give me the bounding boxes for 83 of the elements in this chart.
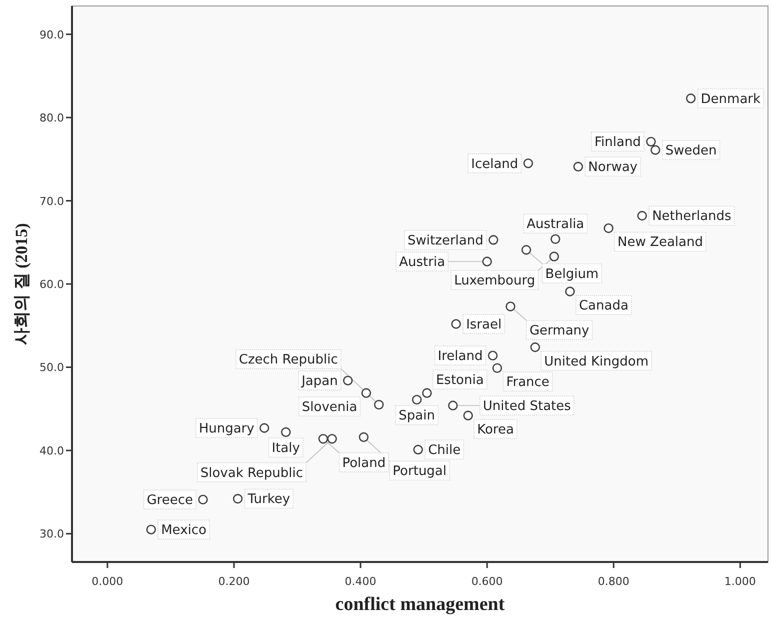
annotation: Czech Republic	[238, 352, 338, 368]
point	[463, 410, 473, 420]
point	[448, 400, 458, 410]
annotation: Switzerland	[408, 233, 484, 248]
annotation: Estonia	[436, 373, 484, 388]
annotation: Finland	[594, 135, 641, 150]
y-tick-label: 80.0	[40, 112, 64, 125]
point	[492, 363, 502, 373]
x-tick-label: 0.600	[471, 575, 503, 588]
annotation: Hungary	[198, 421, 255, 436]
point	[488, 235, 498, 245]
point	[549, 252, 559, 262]
annotation: Luxembourg	[454, 274, 536, 289]
point	[413, 444, 423, 454]
annotation: Korea	[477, 422, 514, 438]
point	[327, 434, 337, 444]
point	[565, 286, 575, 296]
annotation: Austria	[399, 255, 446, 270]
y-axis-title: 사회의 질 (2015)	[12, 223, 31, 345]
annotation: Iceland	[471, 156, 518, 172]
annotation: Spain	[398, 408, 435, 424]
y-tick-label: 70.0	[40, 194, 64, 208]
y-tick-label: 60.0	[40, 278, 64, 291]
point	[646, 136, 656, 147]
annotation: Ireland	[438, 349, 483, 364]
annotation: Slovenia	[302, 400, 358, 416]
annotation: Poland	[342, 456, 386, 471]
annotation: Israel	[466, 317, 502, 332]
point	[358, 432, 369, 442]
annotation: Mexico	[161, 523, 207, 538]
annotation: Portugal	[392, 464, 447, 480]
annotation: United Kingdom	[544, 354, 648, 370]
point	[482, 256, 492, 266]
point	[422, 388, 432, 398]
point	[374, 400, 384, 410]
point	[686, 94, 696, 104]
annotation: Slovak Republic	[200, 466, 304, 481]
annotation: United States	[482, 399, 572, 414]
y-tick-label: 50.0	[40, 361, 64, 374]
annotation: New Zealand	[618, 235, 703, 250]
point	[650, 145, 660, 155]
point	[318, 434, 328, 444]
annotation: France	[506, 375, 550, 390]
point	[523, 158, 534, 168]
point	[361, 388, 372, 398]
annotation: Belgium	[545, 266, 599, 282]
annotation: Norway	[588, 160, 638, 176]
annotation: Italy	[272, 441, 300, 456]
annotation: Germany	[529, 323, 590, 338]
point	[604, 223, 614, 234]
annotation: Chile	[428, 443, 461, 458]
point	[146, 524, 156, 534]
point	[343, 376, 353, 386]
point	[506, 302, 516, 312]
x-tick-label: 0.400	[344, 575, 376, 588]
point	[451, 319, 461, 329]
point	[281, 427, 291, 438]
annotation: Japan	[300, 374, 338, 390]
y-tick-label: 40.0	[40, 444, 64, 458]
x-tick-label: 1.000	[724, 575, 756, 588]
x-tick-label: 0.200	[218, 575, 250, 588]
x-axis-title: conflict management	[335, 594, 506, 615]
point	[198, 494, 208, 504]
annotation: Turkey	[246, 492, 290, 508]
annotation: Netherlands	[652, 209, 732, 224]
point	[232, 494, 243, 504]
x-tick-label: 0.800	[598, 575, 630, 588]
point	[521, 245, 532, 255]
point	[260, 423, 270, 433]
point	[488, 350, 498, 360]
point	[530, 342, 540, 352]
x-tick-label: 0.000	[92, 575, 124, 588]
annotation: Canada	[578, 298, 628, 314]
annotation: Denmark	[700, 92, 762, 107]
point	[573, 162, 584, 172]
annotation: Australia	[526, 217, 584, 232]
point	[550, 234, 560, 244]
point	[412, 394, 422, 405]
annotation: Sweden	[665, 143, 717, 158]
annotation: Greece	[146, 493, 193, 508]
y-tick-label: 90.0	[40, 28, 64, 42]
y-tick-label: 30.0	[40, 528, 64, 541]
point	[637, 210, 647, 221]
